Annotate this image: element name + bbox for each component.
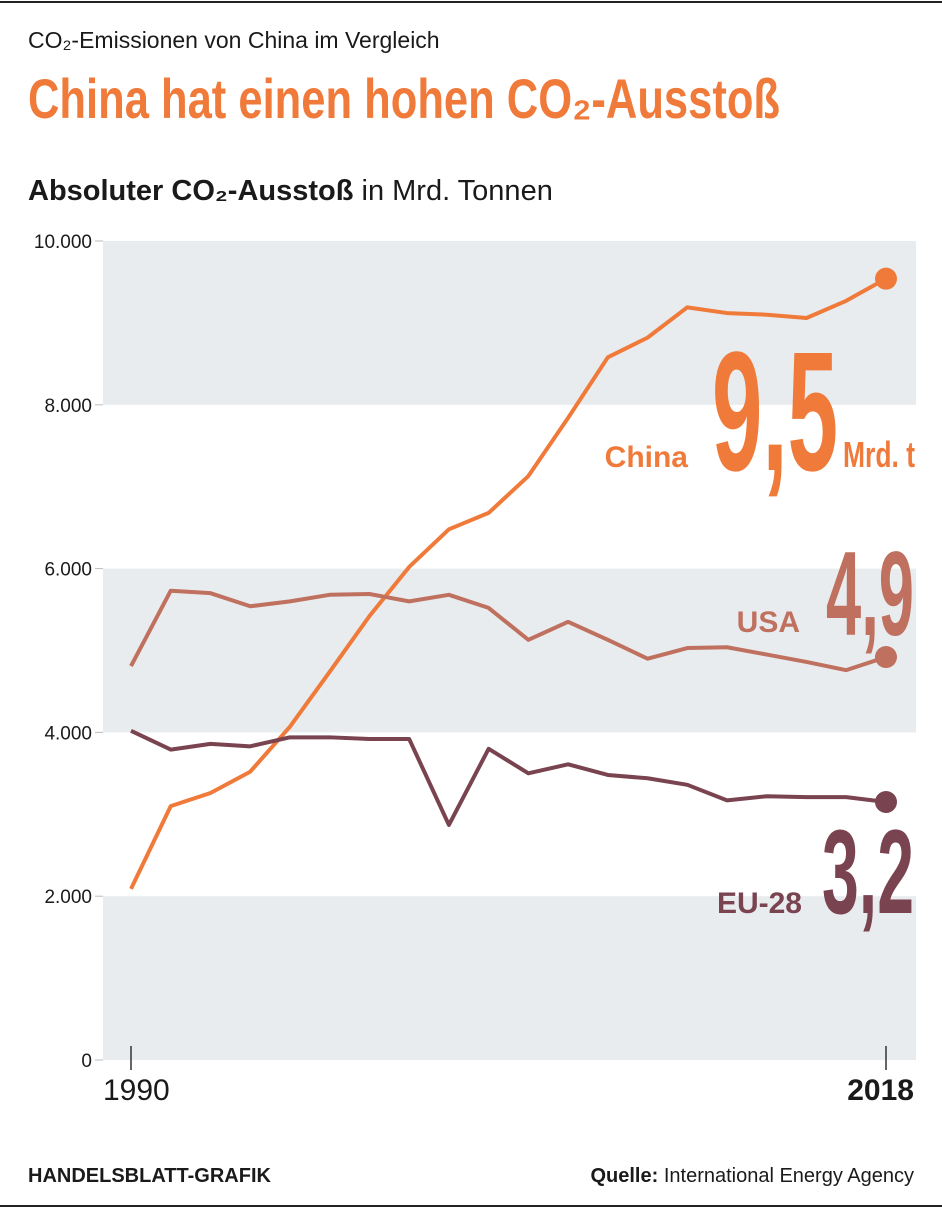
x-tick-label: 2018	[847, 1074, 914, 1107]
series-line	[129, 588, 887, 673]
end-dot	[875, 267, 897, 290]
x-tick-label: 1990	[103, 1074, 170, 1107]
y-tick-label: 10.000	[34, 232, 92, 253]
plot: 0 2.000 4.000 6.000 8.000 10.000 1990 2018 9,5 Ch…	[34, 232, 916, 1107]
series-label: China	[605, 441, 689, 474]
series-label: EU-28	[717, 887, 802, 920]
value-label: 9,5	[712, 317, 838, 507]
value-label: 3,2	[822, 805, 914, 939]
band	[103, 568, 916, 733]
unit-label: Mrd. t	[843, 434, 915, 475]
credit: HANDELSBLATT-GRAFIK	[28, 1165, 271, 1187]
band	[103, 896, 916, 1060]
source-text: International Energy Agency	[664, 1165, 914, 1187]
source: Quelle: International Energy Agency	[590, 1165, 914, 1187]
y-tick-label: 8.000	[44, 396, 92, 417]
end-dot	[875, 791, 897, 814]
y-tick-label: 6.000	[44, 560, 92, 581]
end-dot	[875, 646, 897, 669]
value-label: 4,9	[826, 527, 914, 661]
series-line	[130, 728, 887, 827]
axis-label-rest: in Mrd. Tonnen	[362, 175, 553, 207]
source-label: Quelle:	[590, 1165, 658, 1187]
band	[103, 241, 916, 405]
y-tick-label: 2.000	[44, 887, 92, 908]
axis-label-bold: Absoluter CO₂-Ausstoß	[28, 175, 353, 207]
series-line	[129, 276, 887, 890]
kicker: CO₂-Emissionen von China im Vergleich	[28, 27, 440, 53]
title: China hat einen hohen CO₂-Ausstoß	[28, 67, 780, 130]
series-label: USA	[737, 606, 800, 639]
y-tick-label: 0	[81, 1051, 92, 1072]
y-tick-label: 4.000	[44, 723, 92, 744]
axis-label: Absoluter CO₂-Ausstoß in Mrd. Tonnen	[28, 175, 553, 207]
